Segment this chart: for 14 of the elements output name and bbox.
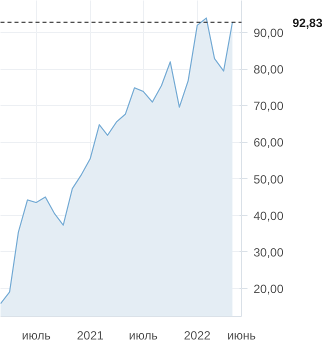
x-tick-label: июнь [227, 328, 256, 342]
x-tick-label: июль [128, 328, 158, 342]
ref-line-label: 92,83 [292, 16, 323, 30]
y-tick-label: 30,00 [254, 245, 284, 260]
y-tick-label: 20,00 [254, 282, 284, 296]
y-tick-label: 80,00 [254, 62, 284, 77]
y-tick-label: 50,00 [254, 172, 284, 186]
x-tick-label: июль [22, 328, 51, 342]
y-tick-label: 60,00 [254, 136, 284, 150]
x-tick-label: 2022 [184, 328, 211, 342]
x-tick-label: 2021 [76, 328, 104, 342]
y-tick-label: 40,00 [254, 208, 284, 223]
y-tick-label: 90,00 [254, 26, 284, 40]
y-tick-label: 70,00 [254, 99, 284, 114]
